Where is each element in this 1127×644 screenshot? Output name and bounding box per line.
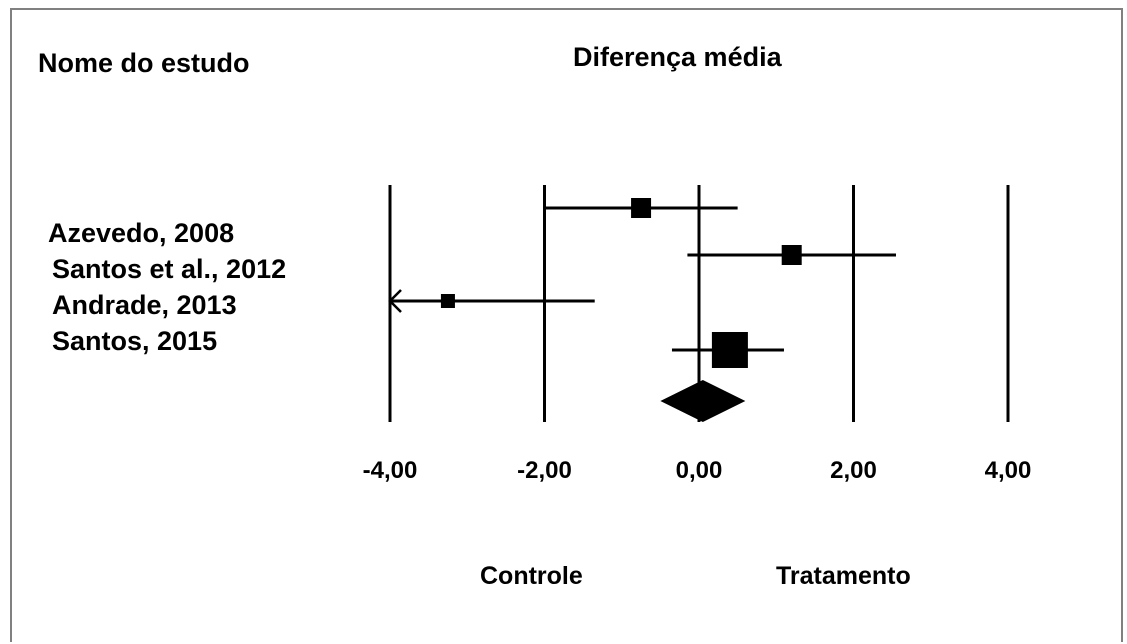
point-estimate xyxy=(781,245,802,265)
x-tick-label: 4,00 xyxy=(985,457,1032,484)
study-label: Santos, 2015 xyxy=(52,326,218,356)
figure-frame xyxy=(10,8,1123,642)
truncation-arrow xyxy=(388,289,402,313)
study-column-header: Nome do estudo xyxy=(38,48,250,78)
study-label: Azevedo, 2008 xyxy=(48,218,235,248)
summary-diamond xyxy=(660,380,746,422)
point-estimate xyxy=(711,332,748,368)
point-estimate xyxy=(631,198,652,218)
study-label: Andrade, 2013 xyxy=(52,290,237,320)
favors-control-label: Controle xyxy=(480,562,583,590)
favors-treatment-label: Tratamento xyxy=(776,562,911,590)
chart-title: Diferença média xyxy=(573,42,782,72)
x-tick-label: 0,00 xyxy=(676,457,723,484)
x-tick-label: 2,00 xyxy=(830,457,877,484)
point-estimate xyxy=(440,294,455,308)
x-tick-label: -2,00 xyxy=(517,457,572,484)
study-label: Santos et al., 2012 xyxy=(52,254,287,284)
x-tick-label: -4,00 xyxy=(363,457,418,484)
